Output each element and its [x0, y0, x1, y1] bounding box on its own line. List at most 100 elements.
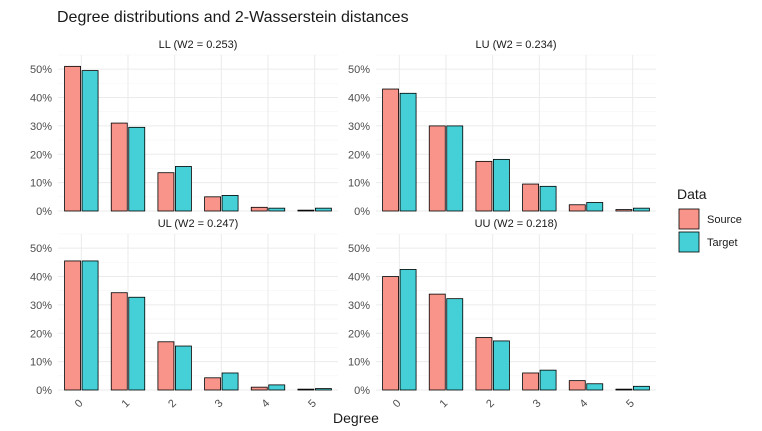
bar-target: [315, 207, 332, 212]
bar-target: [539, 185, 557, 212]
y-tick-label: 40%: [348, 93, 370, 105]
x-tick-label: 1: [119, 397, 132, 410]
bar-target: [175, 166, 192, 212]
y-tick-label: 0%: [354, 385, 370, 397]
bar-target: [539, 369, 557, 391]
bar-target: [221, 194, 239, 212]
y-tick-label: 30%: [30, 121, 52, 133]
bar-source: [64, 260, 81, 391]
bar-source: [615, 388, 633, 391]
legend-title: Data: [677, 186, 707, 202]
bar-target: [128, 296, 146, 391]
y-tick-label: 40%: [30, 272, 52, 284]
bar-source: [568, 204, 586, 212]
bar-target: [446, 298, 464, 391]
bar-target: [81, 260, 99, 391]
bar-source: [250, 206, 268, 212]
facet-panel: UU (W2 = 0.218) 0% 10% 20% 30% 40% 50% 0 1 2 3 4 5: [348, 218, 656, 410]
bar-source: [428, 125, 446, 212]
bar-source: [157, 172, 175, 212]
bar-target: [493, 158, 510, 212]
bar-source: [297, 388, 315, 391]
x-tick-label: 3: [531, 397, 544, 410]
y-tick-label: 50%: [30, 243, 52, 255]
y-tick-label: 50%: [348, 243, 370, 255]
facet-panel: LL (W2 = 0.253) 0% 10% 20% 30% 40% 50%: [30, 39, 338, 218]
y-tick-label: 0%: [36, 385, 52, 397]
bar-target: [221, 372, 239, 391]
x-tick-label: 3: [213, 397, 226, 410]
x-tick-label: 4: [577, 397, 590, 410]
chart-title: Degree distributions and 2-Wasserstein d…: [57, 9, 409, 26]
bar-target: [128, 126, 146, 212]
y-tick-label: 20%: [30, 328, 52, 340]
bar-source: [157, 341, 175, 391]
y-tick-label: 50%: [348, 64, 370, 76]
bar-target: [81, 70, 99, 212]
bar-target: [268, 207, 286, 212]
x-tick-label: 5: [624, 397, 637, 410]
y-tick-label: 20%: [348, 149, 370, 161]
bar-target: [493, 340, 510, 391]
bar-source: [475, 337, 493, 391]
bar-target: [399, 92, 417, 212]
bar-source: [250, 386, 268, 391]
bar-target: [315, 388, 332, 391]
bar-source: [522, 372, 539, 391]
legend-label-source: Source: [707, 214, 742, 226]
x-axis-title: Degree: [333, 410, 379, 426]
y-tick-label: 40%: [348, 272, 370, 284]
bar-source: [568, 380, 586, 391]
facet-strip-label: UL (W2 = 0.247): [158, 218, 239, 230]
bar-target: [633, 207, 650, 212]
bar-target: [399, 269, 417, 391]
legend-swatch-source: [678, 208, 700, 230]
y-tick-label: 0%: [36, 206, 52, 218]
x-tick-label: 0: [391, 397, 404, 410]
bar-source: [110, 122, 128, 212]
y-tick-label: 20%: [30, 149, 52, 161]
bar-source: [204, 196, 221, 212]
facet-strip-label: UU (W2 = 0.218): [475, 218, 558, 230]
y-tick-label: 50%: [30, 64, 52, 76]
y-tick-label: 0%: [354, 206, 370, 218]
bar-source: [297, 209, 315, 212]
bar-target: [175, 345, 192, 391]
facet-panel: LU (W2 = 0.234) 0% 10% 20% 30% 40% 50%: [348, 39, 656, 218]
y-tick-label: 10%: [348, 178, 370, 190]
y-tick-label: 30%: [348, 300, 370, 312]
y-tick-label: 10%: [30, 178, 52, 190]
bar-source: [64, 65, 81, 212]
bar-source: [110, 292, 128, 391]
legend-swatch-target: [678, 231, 700, 253]
x-tick-label: 0: [73, 397, 86, 410]
x-tick-label: 1: [437, 397, 450, 410]
facet-strip-label: LU (W2 = 0.234): [475, 39, 556, 51]
y-tick-label: 30%: [348, 121, 370, 133]
bar-source: [204, 377, 221, 391]
legend-label-target: Target: [707, 237, 738, 249]
facet-panel: UL (W2 = 0.247) 0% 10% 20% 30% 40% 50% 0 1 2 3 4 5: [30, 218, 338, 410]
bar-source: [475, 160, 493, 212]
bar-source: [382, 276, 399, 391]
y-tick-label: 40%: [30, 93, 52, 105]
bar-source: [522, 183, 539, 212]
x-tick-label: 2: [484, 397, 497, 410]
bar-target: [446, 125, 464, 212]
bar-source: [382, 88, 399, 212]
x-tick-label: 4: [259, 397, 272, 410]
x-tick-label: 5: [306, 397, 319, 410]
bar-source: [428, 293, 446, 391]
facet-panels: LL (W2 = 0.253)0%10%20%30%40%50%LU (W2 =…: [30, 39, 656, 410]
bar-target: [586, 202, 604, 212]
y-tick-label: 30%: [30, 300, 52, 312]
y-tick-label: 20%: [348, 328, 370, 340]
bar-source: [615, 209, 633, 212]
x-tick-label: 2: [166, 397, 179, 410]
bar-target: [268, 384, 286, 391]
facet-strip-label: LL (W2 = 0.253): [159, 39, 238, 51]
bar-target: [586, 383, 604, 391]
y-tick-label: 10%: [30, 357, 52, 369]
